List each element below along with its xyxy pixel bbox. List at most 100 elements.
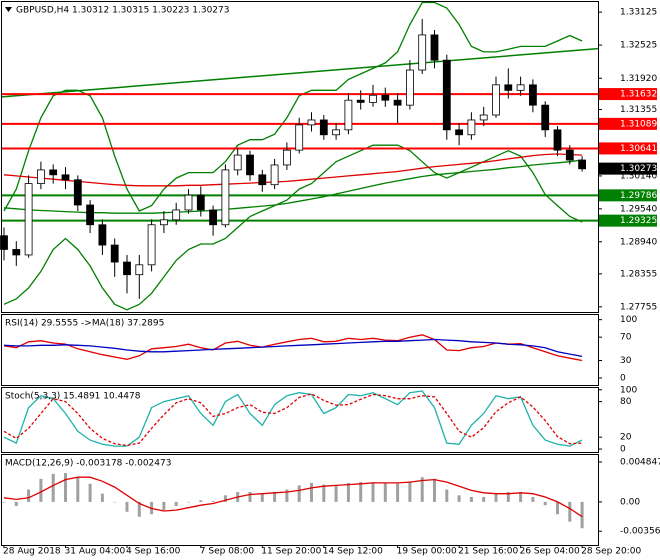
candle-body xyxy=(541,104,550,131)
candle-body xyxy=(258,174,267,186)
candle-body xyxy=(37,169,45,185)
panel-title: RSI(14) 29.5555 ->MA(18) 37.2895 xyxy=(5,319,164,329)
indicator-line xyxy=(3,159,583,214)
macd-bar xyxy=(556,501,559,515)
candle-body xyxy=(24,183,33,256)
x-tick-label: 31 Aug 04:00 xyxy=(65,547,126,557)
macd-bar xyxy=(408,481,412,502)
candle-body xyxy=(332,129,341,136)
y-tick-label: 1.28940 xyxy=(620,237,657,247)
macd-bar xyxy=(51,473,55,502)
macd-bar xyxy=(543,501,547,506)
macd-bar xyxy=(39,478,43,502)
macd-bar xyxy=(14,501,18,507)
candle-body xyxy=(381,94,390,101)
candle-body xyxy=(405,69,414,106)
level-label: 1.30641 xyxy=(620,144,657,154)
candle-body xyxy=(123,261,131,276)
macd-bar xyxy=(100,493,104,502)
macd-bar xyxy=(199,500,203,502)
indicator-line xyxy=(3,153,583,187)
x-tick-label: 14 Sep 12:00 xyxy=(323,547,383,557)
x-tick-label: 19 Sep 00:00 xyxy=(397,547,457,557)
y-tick-label: 1.31920 xyxy=(620,74,657,84)
y-tick-label: 1.28355 xyxy=(620,269,657,279)
macd-bar xyxy=(64,473,67,502)
x-tick-label: 4 Sep 16:00 xyxy=(126,547,181,557)
indicator-line xyxy=(3,476,583,518)
macd-bar xyxy=(580,501,584,529)
indicator-line xyxy=(3,1,583,212)
level-label: 1.29786 xyxy=(620,191,657,201)
candle-body xyxy=(504,84,513,91)
candle-body xyxy=(196,194,205,211)
candle-body xyxy=(442,59,451,131)
candle-body xyxy=(479,114,488,121)
candle-body xyxy=(356,99,365,103)
level-label-box xyxy=(599,214,657,227)
macd-bar xyxy=(334,485,338,502)
macd-bar xyxy=(383,482,387,502)
level-label-box xyxy=(599,88,657,101)
macd-bar xyxy=(310,482,313,502)
panel-title: GBPUSD,H4 1.30312 1.30315 1.30223 1.3027… xyxy=(16,6,229,16)
candle-body xyxy=(516,84,525,91)
candle-body xyxy=(369,94,377,103)
macd-bar xyxy=(445,489,449,502)
macd-bar xyxy=(273,492,277,502)
candle-body xyxy=(295,124,304,151)
macd-bar xyxy=(223,495,227,502)
candle-body xyxy=(467,119,476,136)
menu-icon xyxy=(5,7,12,12)
candle-body xyxy=(221,169,230,226)
candle-body xyxy=(393,99,402,106)
macd-bar xyxy=(27,489,31,502)
candle-body xyxy=(270,164,279,186)
level-label: 1.31089 xyxy=(620,119,657,129)
panel-title: Stoch(5,3,3) 15.4891 10.4478 xyxy=(5,392,141,402)
candle-body xyxy=(344,99,353,131)
rsi-panel xyxy=(1,314,599,386)
y-tick-label: 0 xyxy=(620,445,626,455)
candle-body xyxy=(430,34,439,61)
macd-bar xyxy=(162,501,166,511)
y-tick-label: 1.31355 xyxy=(620,105,657,115)
macd-bar xyxy=(260,493,264,502)
y-tick-label: 0.004847 xyxy=(620,457,660,467)
x-tick-label: 11 Sep 20:00 xyxy=(261,547,321,557)
x-tick-label: 7 Sep 08:00 xyxy=(200,547,255,557)
candle-body xyxy=(0,235,8,250)
indicator-line xyxy=(3,393,583,447)
macd-bar xyxy=(248,492,252,502)
candle-body xyxy=(110,244,119,263)
candle-body xyxy=(159,219,168,226)
candle-body xyxy=(12,249,21,256)
macd-bar xyxy=(297,485,301,502)
macd-bar xyxy=(113,501,117,503)
candle-body xyxy=(49,169,58,176)
candle-body xyxy=(319,119,328,136)
y-tick-label: 70 xyxy=(620,333,632,343)
y-tick-label: -0.00356 xyxy=(620,527,660,537)
candle-body xyxy=(455,129,464,136)
y-tick-label: 1.32525 xyxy=(620,41,657,51)
indicator-line xyxy=(3,390,583,447)
macd-bar xyxy=(322,484,326,502)
x-tick-label: 21 Sep 16:00 xyxy=(458,547,518,557)
macd-bar xyxy=(433,478,436,502)
y-tick-label: 1.27755 xyxy=(620,302,657,312)
indicator-line xyxy=(3,334,583,362)
y-tick-label: 100 xyxy=(620,315,637,325)
macd-bar xyxy=(76,477,80,502)
level-label-box xyxy=(599,117,657,130)
macd-bar xyxy=(211,501,215,502)
candle-body xyxy=(246,154,254,176)
macd-bar xyxy=(187,501,190,503)
candle-body xyxy=(233,154,242,171)
y-tick-label: 1.29540 xyxy=(620,204,657,214)
candle-body xyxy=(529,84,537,106)
macd-bar xyxy=(2,501,6,503)
macd-bar xyxy=(457,495,461,502)
macd-bar xyxy=(420,477,424,502)
